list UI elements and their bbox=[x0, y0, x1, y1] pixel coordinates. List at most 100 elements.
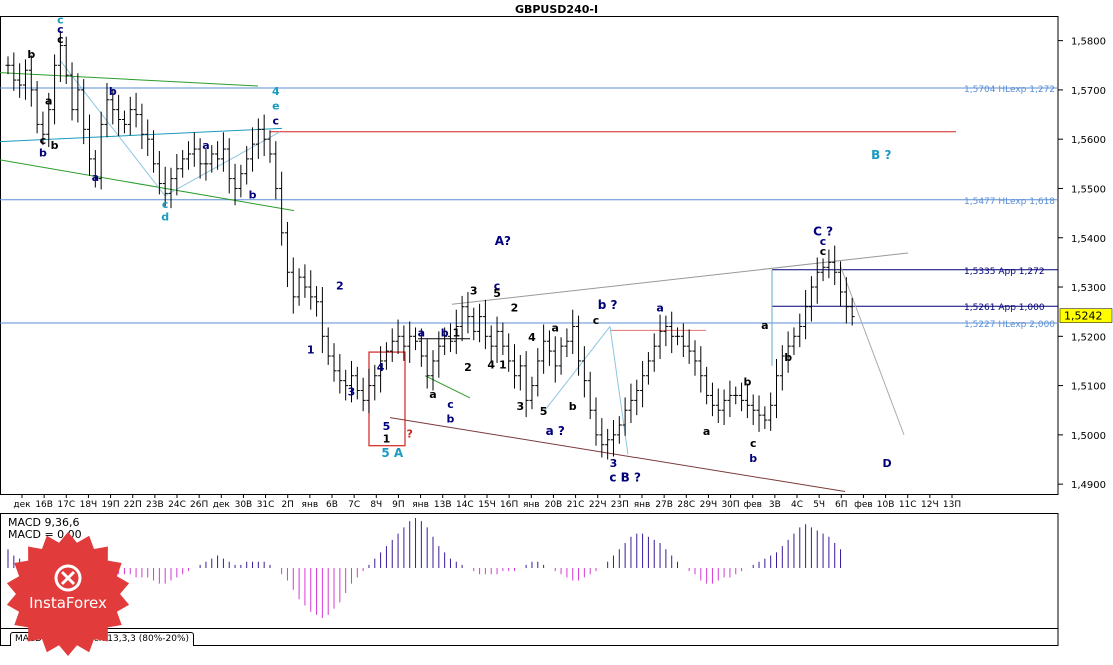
trend-line bbox=[839, 264, 905, 436]
price-bar bbox=[151, 130, 157, 173]
price-bar bbox=[156, 151, 162, 195]
price-bar bbox=[686, 329, 692, 364]
price-bar bbox=[185, 141, 191, 170]
price-bar bbox=[5, 56, 11, 75]
price-bar bbox=[558, 337, 564, 375]
price-bar bbox=[430, 350, 436, 391]
time-tick-label: 19П bbox=[101, 500, 119, 510]
time-tick-label: дек bbox=[213, 500, 231, 510]
price-bar bbox=[203, 149, 209, 181]
wave-label: c bbox=[593, 314, 600, 327]
time-tick-label: 23В bbox=[146, 500, 164, 510]
wave-label: 2 bbox=[511, 302, 519, 315]
price-bar bbox=[98, 111, 104, 190]
wave-label: 2 bbox=[464, 361, 472, 374]
price-bar bbox=[797, 313, 803, 348]
price-bar bbox=[744, 383, 750, 419]
time-tick-label: 4С bbox=[791, 500, 803, 510]
price-bar bbox=[773, 358, 779, 419]
price-bar bbox=[576, 315, 582, 376]
time-tick-label: 3В bbox=[769, 500, 781, 510]
instaforex-logo-text: InstaForex bbox=[29, 594, 107, 612]
price-bar bbox=[779, 345, 785, 391]
price-bar bbox=[11, 52, 17, 91]
price-tick-label: 1,5600 bbox=[1071, 135, 1106, 146]
wave-label: 5 bbox=[540, 405, 548, 418]
price-bar bbox=[57, 30, 63, 83]
wave-label: B ? bbox=[871, 148, 891, 162]
price-bar bbox=[110, 88, 116, 125]
price-bar bbox=[226, 138, 232, 194]
price-bar bbox=[244, 146, 250, 185]
price-bar bbox=[482, 299, 488, 350]
price-bar bbox=[546, 330, 552, 366]
wave-label: b bbox=[749, 452, 757, 465]
wave-label: b ? bbox=[598, 298, 618, 312]
price-bar bbox=[81, 79, 87, 145]
price-bar bbox=[657, 314, 663, 359]
price-bar bbox=[628, 383, 634, 424]
time-tick-label: 5Ч bbox=[813, 500, 825, 510]
price-bar bbox=[52, 54, 58, 125]
price-bar bbox=[436, 331, 442, 378]
wave-label: b bbox=[447, 413, 455, 426]
time-tick-label: янв bbox=[523, 500, 540, 510]
price-bar bbox=[843, 277, 849, 324]
price-bar bbox=[220, 132, 226, 172]
price-bar bbox=[372, 364, 378, 401]
wave-label: 4 bbox=[377, 361, 385, 374]
wave-label: A? bbox=[495, 234, 511, 248]
price-bar bbox=[698, 346, 704, 393]
level-label: 1,5261 App 1,000 bbox=[964, 303, 1045, 313]
time-tick-label: фев bbox=[743, 500, 762, 510]
price-bar bbox=[820, 258, 826, 282]
price-bar bbox=[348, 360, 354, 403]
wave-label: a bbox=[552, 321, 559, 334]
wave-label: 1 bbox=[452, 326, 460, 339]
wave-label: C ? bbox=[813, 224, 833, 238]
current-price-box bbox=[1059, 308, 1113, 323]
wave-label: a ? bbox=[546, 424, 565, 438]
time-tick-label: янв bbox=[302, 500, 319, 510]
price-bar bbox=[133, 92, 139, 128]
trend-line bbox=[451, 252, 909, 305]
price-bar bbox=[319, 287, 325, 354]
time-tick-label: 2П bbox=[281, 500, 294, 510]
price-bar bbox=[500, 322, 506, 356]
price-bar bbox=[488, 325, 494, 361]
wave-label: c bbox=[494, 279, 501, 292]
price-bar bbox=[354, 366, 360, 400]
wave-label: 4 bbox=[272, 85, 280, 98]
price-tick-label: 1,5500 bbox=[1071, 184, 1106, 195]
time-tick-label: 17С bbox=[57, 500, 75, 510]
price-bar bbox=[704, 366, 710, 405]
price-bar bbox=[418, 328, 424, 367]
price-bar bbox=[17, 63, 23, 98]
time-tick-label: 11С bbox=[899, 500, 917, 510]
price-bar bbox=[622, 397, 628, 436]
wave-label: 3 bbox=[348, 385, 356, 398]
price-tick-label: 1,4900 bbox=[1071, 480, 1106, 491]
trend-line bbox=[0, 127, 283, 143]
price-bar bbox=[168, 167, 174, 209]
price-bar bbox=[593, 397, 599, 446]
time-tick-label: 30П bbox=[721, 500, 739, 510]
price-bar bbox=[552, 336, 558, 383]
wave-label: b bbox=[109, 85, 117, 98]
price-bar bbox=[581, 346, 587, 398]
time-tick-label: 12Ч bbox=[921, 500, 939, 510]
wave-label: b bbox=[249, 188, 257, 201]
wave-label: c bbox=[750, 437, 757, 450]
wave-label: e bbox=[272, 100, 279, 113]
price-bar bbox=[209, 145, 215, 173]
wave-label: a bbox=[656, 302, 663, 315]
logo-badge bbox=[6, 532, 130, 656]
price-bar bbox=[261, 114, 267, 156]
time-tick-label: 20В bbox=[545, 500, 563, 510]
price-bar bbox=[453, 309, 459, 355]
price-bar bbox=[838, 261, 844, 307]
price-bar bbox=[250, 127, 256, 172]
price-bar bbox=[529, 376, 535, 410]
price-bar bbox=[87, 114, 93, 176]
